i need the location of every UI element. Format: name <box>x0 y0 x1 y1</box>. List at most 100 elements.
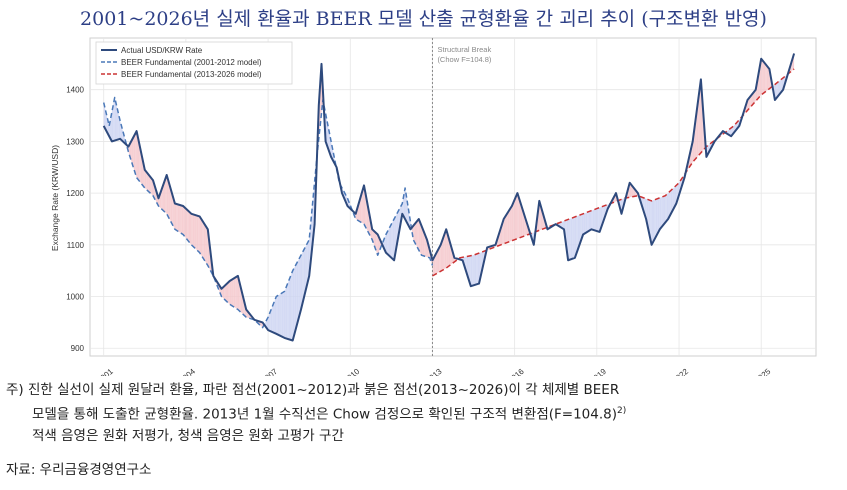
note-line-1: 주) 진한 실선이 실제 원달러 환율, 파란 점선(2001~2012)과 붉… <box>6 382 620 398</box>
overvalued-shade <box>402 195 404 217</box>
undervalued-shade <box>172 193 174 227</box>
undervalued-shade <box>184 207 186 238</box>
undervalued-shade <box>199 216 201 255</box>
legend: Actual USD/KRW Rate BEER Fundamental (20… <box>95 41 293 85</box>
overvalued-shade <box>392 218 395 261</box>
overvalued-shade <box>654 199 656 240</box>
undervalued-shade <box>194 214 196 249</box>
overvalued-shade <box>674 185 677 207</box>
undervalued-shade <box>443 233 445 270</box>
undervalued-shade <box>146 171 148 191</box>
undervalued-shade <box>446 229 448 269</box>
overvalued-shade <box>577 215 580 250</box>
undervalued-shade <box>137 137 140 182</box>
undervalued-shade <box>181 205 184 235</box>
overvalued-shade <box>269 310 271 332</box>
undervalued-shade <box>165 175 167 214</box>
series-line-beer-2001 <box>102 96 434 329</box>
overvalued-shade <box>121 125 123 142</box>
y-tick-label: 1000 <box>66 293 84 302</box>
undervalued-shade <box>187 209 189 242</box>
note-line-3: 적색 음영은 원화 저평가, 청색 음영은 원화 고평가 구간 <box>32 427 344 444</box>
undervalued-shade <box>414 222 417 245</box>
source-line: 자료: 우리금융경영연구소 <box>6 462 152 478</box>
x-tick-label: 2001 <box>95 367 115 376</box>
undervalued-shade <box>228 281 230 305</box>
undervalued-shade <box>205 225 207 264</box>
undervalued-shade <box>185 208 188 240</box>
overvalued-shade <box>570 217 573 260</box>
overvalued-shade <box>661 196 663 228</box>
undervalued-shade <box>754 89 756 103</box>
undervalued-shade <box>144 169 147 190</box>
overvalued-shade <box>658 197 660 232</box>
overvalued-shade <box>729 127 732 137</box>
undervalued-shade <box>373 230 375 248</box>
overvalued-shade <box>670 189 673 214</box>
overvalued-shade <box>588 211 590 232</box>
undervalued-shade <box>191 213 193 247</box>
overvalued-shade <box>569 218 571 260</box>
undervalued-shade <box>183 206 185 237</box>
undervalued-shade <box>151 178 154 196</box>
undervalued-shade <box>362 185 364 225</box>
undervalued-shade <box>226 282 229 303</box>
undervalued-shade <box>748 96 751 109</box>
footnote-marker: 2) <box>617 406 627 416</box>
undervalued-shade <box>420 222 422 256</box>
undervalued-shade <box>222 286 225 300</box>
overvalued-shade <box>289 274 292 341</box>
overvalued-shade <box>774 83 777 101</box>
x-tick-label: 2019 <box>589 367 609 376</box>
overvalued-shade <box>672 187 674 212</box>
overvalued-shade <box>476 253 478 285</box>
overvalued-shade <box>585 212 588 233</box>
undervalued-shade <box>507 210 510 243</box>
overvalued-shade <box>387 229 389 256</box>
overvalued-shade <box>292 268 295 341</box>
undervalued-shade <box>189 212 192 245</box>
undervalued-shade <box>765 63 767 92</box>
exchange-rate-chart: Structural Break (Chow F=104.8) 900 1000 1… <box>50 37 817 376</box>
undervalued-shade <box>188 211 190 244</box>
undervalued-shade <box>517 193 519 239</box>
x-tick-label: 2007 <box>260 367 280 376</box>
undervalued-shade <box>206 227 208 266</box>
overvalued-shade <box>110 111 112 142</box>
undervalued-shade <box>416 220 418 248</box>
undervalued-shade <box>761 58 763 95</box>
undervalued-shade <box>237 275 240 311</box>
undervalued-shade <box>509 208 511 242</box>
overvalued-shade <box>568 218 570 261</box>
overvalued-shade <box>669 190 671 217</box>
undervalued-shade <box>168 179 170 219</box>
overvalued-shade <box>472 255 474 286</box>
overvalued-shade <box>580 214 582 243</box>
overvalued-shade <box>581 213 584 239</box>
overvalued-shade <box>659 197 662 230</box>
overvalued-shade <box>572 217 574 259</box>
undervalued-shade <box>699 79 701 155</box>
overvalued-shade <box>779 80 781 95</box>
overvalued-shade <box>470 255 473 287</box>
overvalued-shade <box>655 198 658 238</box>
undervalued-shade <box>231 279 233 307</box>
overvalued-shade <box>326 120 329 150</box>
y-tick-label: 1400 <box>66 86 84 95</box>
undervalued-shade <box>147 173 149 192</box>
overvalued-shade <box>595 208 597 232</box>
undervalued-shade <box>750 94 752 108</box>
undervalued-shade <box>520 201 522 238</box>
undervalued-shade <box>506 212 508 243</box>
undervalued-shade <box>522 210 525 237</box>
undervalued-shade <box>177 204 180 232</box>
overvalued-shade <box>295 262 297 331</box>
overvalued-shade <box>303 247 306 299</box>
undervalued-shade <box>518 197 521 239</box>
undervalued-shade <box>433 255 436 276</box>
structural-break-label: Structural Break <box>437 45 491 54</box>
undervalued-shade <box>235 276 237 309</box>
overvalued-shade <box>103 102 106 129</box>
overvalued-shade <box>583 213 585 235</box>
overvalued-shade <box>276 295 278 335</box>
